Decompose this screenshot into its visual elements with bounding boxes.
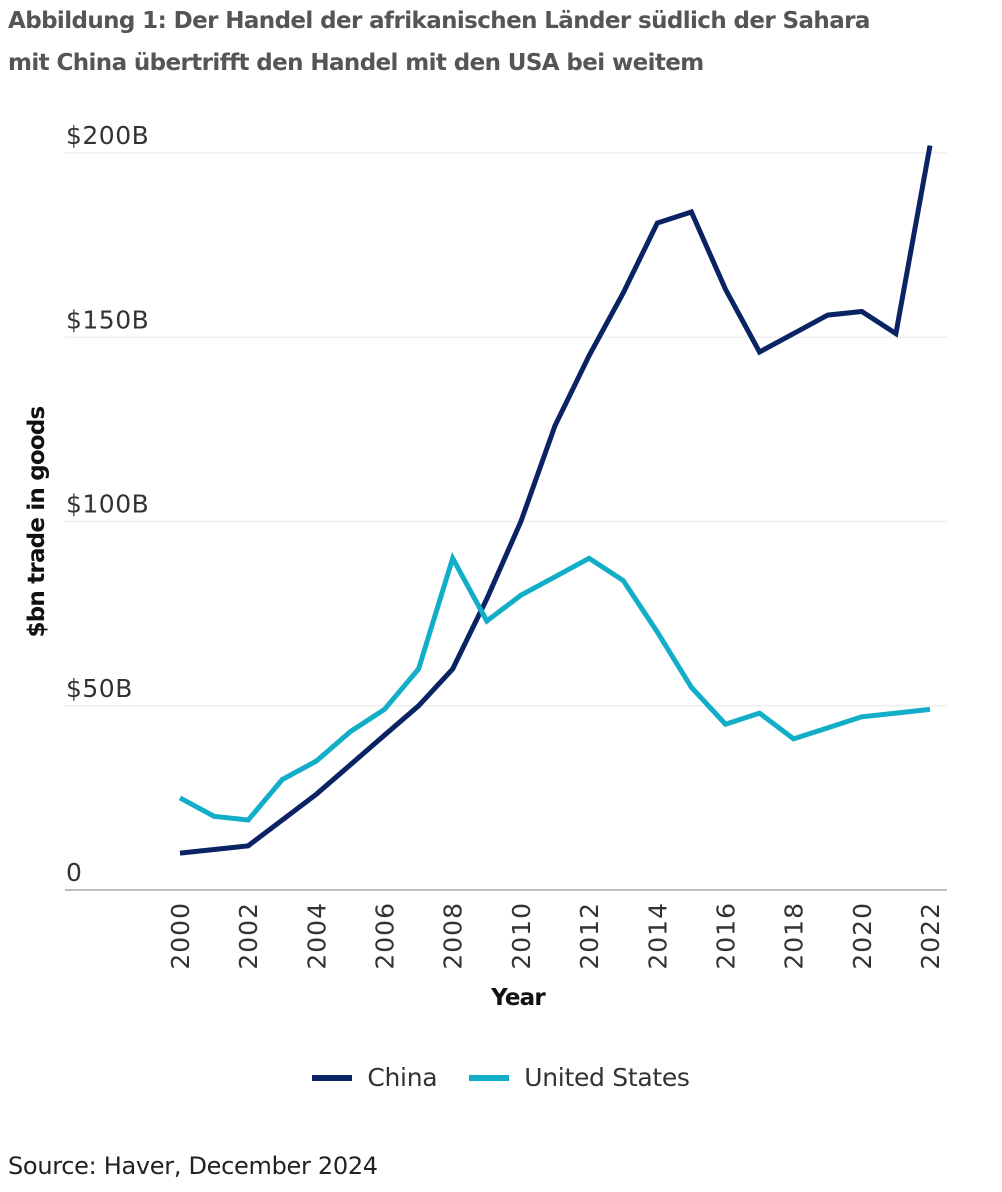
y-tick-label: $100B (66, 490, 149, 519)
chart-title-line-2: mit China übertrifft den Handel mit den … (8, 50, 704, 76)
chart-title: Abbildung 1: Der Handel der afrikanische… (8, 0, 998, 84)
y-tick-label: $150B (66, 305, 149, 334)
legend-swatch-united-states (469, 1074, 510, 1081)
x-tick-label: 2018 (780, 902, 809, 970)
y-axis-title: $bn trade in goods (24, 406, 50, 637)
legend-item-united-states[interactable]: United States (469, 1063, 690, 1092)
chart-title-line-1: Abbildung 1: Der Handel der afrikanische… (8, 8, 870, 34)
y-axis-ticks: 0 $50B $100B $150B $200B (66, 121, 149, 887)
x-tick-label: 2010 (507, 902, 536, 970)
line-chart: 0$50B$100B$150B$200B 2000 2002 2004 2006 200… (24, 121, 947, 1011)
x-tick-label: 2016 (711, 902, 740, 970)
x-axis-ticks: 2000 2002 2004 2006 2008 2010 2012 2014 2016 2018… (166, 902, 945, 970)
source-note: Source: Haver, December 2024 (8, 1152, 378, 1180)
legend-label-united-states: United States (524, 1063, 690, 1092)
y-tick-label: $50B (66, 674, 133, 703)
x-tick-label: 2012 (575, 902, 604, 970)
x-tick-label: 2004 (302, 902, 331, 970)
series-line-united-states (178, 551, 931, 823)
series-lines (178, 145, 933, 856)
legend-label-china: China (367, 1063, 438, 1092)
gridlines (65, 152, 947, 707)
series-line-china (179, 145, 933, 856)
y-tick-label: 0 (66, 858, 82, 887)
y-tick-label: $200B (66, 121, 149, 150)
legend-item-china[interactable]: China (312, 1063, 438, 1092)
legend-swatch-china (312, 1074, 353, 1081)
x-tick-label: 2014 (643, 902, 672, 970)
x-tick-label: 2022 (916, 902, 945, 970)
legend: China United States (0, 1063, 1002, 1092)
x-tick-label: 2000 (166, 902, 195, 970)
x-axis-title: Year (490, 985, 546, 1011)
x-tick-label: 2006 (371, 902, 400, 970)
x-tick-label: 2008 (439, 902, 468, 970)
x-tick-label: 2020 (848, 902, 877, 970)
x-tick-label: 2002 (234, 902, 263, 970)
